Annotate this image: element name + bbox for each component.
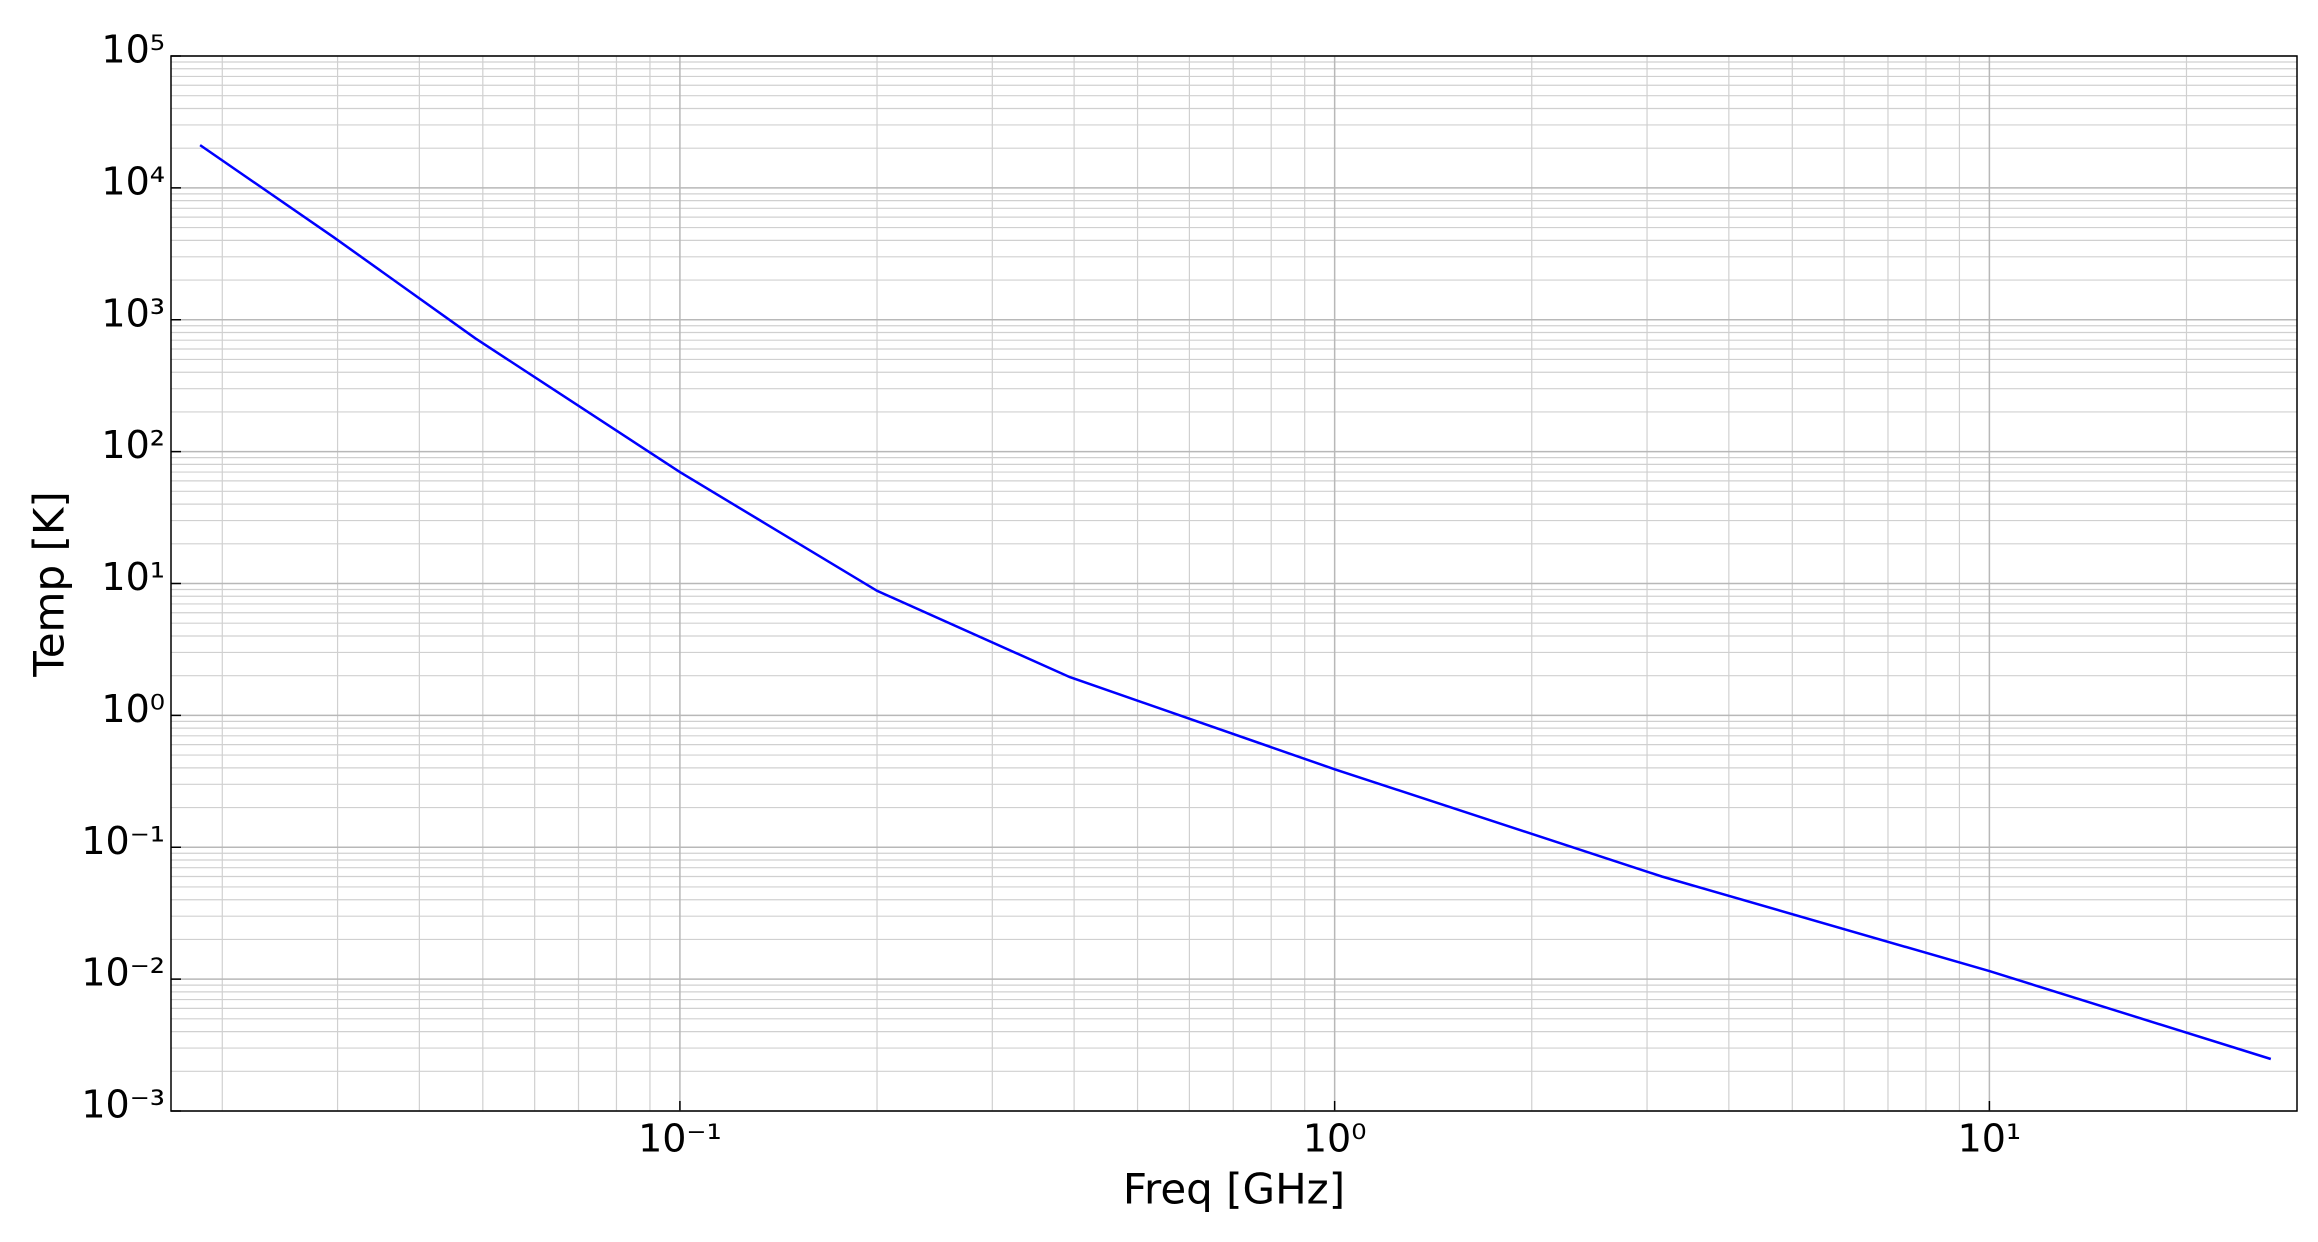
y-tick-label: 10⁴ — [101, 159, 165, 203]
x-axis-label: Freq [GHz] — [1123, 1165, 1345, 1214]
x-tick-label: 10⁻¹ — [638, 1117, 722, 1161]
y-tick-label: 10⁵ — [101, 28, 165, 72]
y-tick-label: 10⁻² — [81, 951, 165, 995]
y-tick-label: 10¹ — [101, 555, 165, 599]
y-tick-label: 10³ — [101, 291, 165, 335]
plot-frame — [170, 55, 2298, 1112]
y-tick-label: 10⁻¹ — [81, 819, 165, 863]
y-tick-label: 10⁰ — [101, 687, 165, 731]
y-axis-label: Temp [K] — [25, 491, 74, 678]
y-tick-label: 10⁻³ — [81, 1083, 165, 1127]
x-tick-label: 10¹ — [1958, 1117, 2022, 1161]
x-tick-label: 10⁰ — [1303, 1117, 1367, 1161]
y-tick-label: 10² — [101, 423, 165, 467]
data-line — [199, 144, 2272, 1061]
